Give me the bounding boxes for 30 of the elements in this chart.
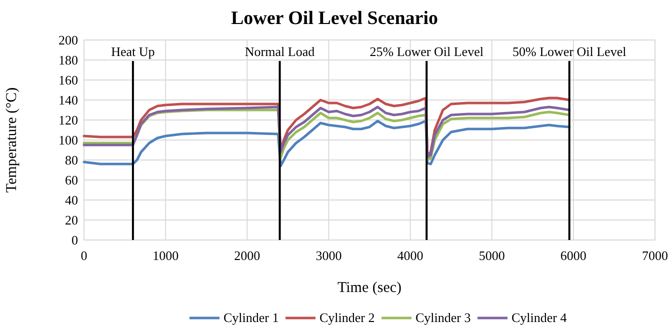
x-tick-label: 2000 xyxy=(234,248,260,263)
legend-label: Cylinder 1 xyxy=(224,310,279,325)
ref-line-label: 50% Lower Oil Level xyxy=(512,44,627,59)
ref-line-label: Normal Load xyxy=(244,44,316,59)
x-tick-label: 0 xyxy=(80,248,88,263)
x-axis-title: Time (sec) xyxy=(337,280,402,296)
ref-line-label: Heat Up xyxy=(111,44,155,59)
y-tick-label: 160 xyxy=(58,72,78,88)
y-tick-label: 80 xyxy=(65,152,78,168)
y-axis-title: Temperature (°C) xyxy=(4,87,20,193)
x-tick-label: 7000 xyxy=(642,248,668,263)
y-tick-label: 40 xyxy=(65,192,78,208)
ref-line-label: 25% Lower Oil Level xyxy=(370,44,484,59)
legend-label: Cylinder 2 xyxy=(320,310,375,325)
y-tick-label: 20 xyxy=(65,212,78,228)
y-tick-label: 180 xyxy=(58,52,78,68)
y-tick-label: 140 xyxy=(58,92,78,108)
legend-label: Cylinder 3 xyxy=(416,310,471,325)
legend-label: Cylinder 4 xyxy=(512,310,568,325)
x-tick-label: 4000 xyxy=(397,248,424,263)
chart-title: Lower Oil Level Scenario xyxy=(230,8,438,29)
x-tick-label: 1000 xyxy=(152,248,179,263)
x-tick-label: 3000 xyxy=(316,248,342,263)
y-tick-label: 120 xyxy=(58,112,78,128)
y-tick-label: 0 xyxy=(72,232,78,248)
x-tick-label: 5000 xyxy=(478,248,505,263)
y-tick-label: 100 xyxy=(58,132,78,148)
y-tick-label: 200 xyxy=(58,32,78,48)
x-tick-label: 6000 xyxy=(560,248,586,263)
y-tick-label: 60 xyxy=(65,172,78,188)
